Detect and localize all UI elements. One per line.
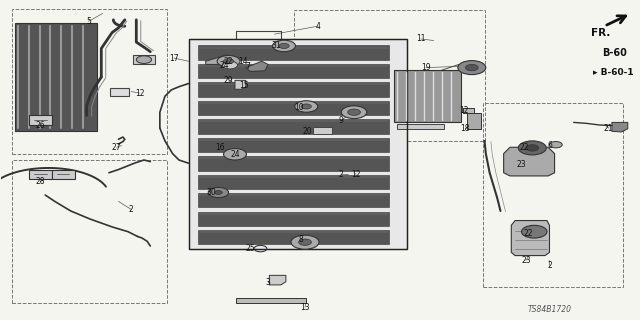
Circle shape — [273, 40, 296, 52]
Bar — [313, 127, 332, 134]
Polygon shape — [235, 80, 246, 89]
Text: 10: 10 — [294, 103, 303, 112]
Circle shape — [518, 141, 547, 155]
Text: 23: 23 — [521, 256, 531, 265]
Text: 24: 24 — [230, 150, 240, 159]
Bar — [12, 160, 168, 303]
Circle shape — [299, 239, 312, 245]
Bar — [133, 55, 156, 64]
Text: 22: 22 — [224, 57, 234, 66]
Circle shape — [465, 64, 478, 71]
Text: TS84B1720: TS84B1720 — [527, 305, 572, 314]
Bar — [198, 45, 389, 60]
Bar — [394, 70, 461, 123]
Circle shape — [348, 109, 360, 116]
Polygon shape — [612, 123, 628, 132]
Bar — [198, 175, 389, 189]
Circle shape — [295, 101, 317, 112]
Text: 29: 29 — [224, 76, 234, 85]
Bar — [29, 116, 52, 125]
Circle shape — [214, 191, 222, 195]
Polygon shape — [511, 220, 550, 256]
Bar — [198, 138, 389, 152]
Text: 5: 5 — [86, 17, 91, 26]
Text: 24: 24 — [220, 60, 230, 69]
Bar — [198, 156, 389, 171]
Text: 23: 23 — [516, 160, 526, 169]
Text: 15: 15 — [239, 81, 249, 90]
Text: 12: 12 — [460, 106, 469, 115]
Text: 22: 22 — [519, 143, 529, 152]
Circle shape — [458, 60, 486, 75]
Circle shape — [208, 188, 228, 197]
Text: 12: 12 — [135, 89, 144, 98]
Text: 2: 2 — [547, 261, 552, 270]
Text: 19: 19 — [421, 63, 431, 72]
Bar — [463, 108, 474, 113]
Text: 2: 2 — [339, 170, 344, 179]
Bar — [467, 114, 481, 129]
Text: 31: 31 — [271, 41, 280, 51]
Bar — [198, 64, 389, 78]
Polygon shape — [189, 39, 407, 249]
Text: 21: 21 — [604, 124, 614, 132]
Bar — [110, 88, 129, 96]
Text: 25: 25 — [246, 244, 255, 253]
Circle shape — [522, 225, 547, 238]
Text: 2: 2 — [129, 205, 134, 214]
Text: 13: 13 — [300, 303, 310, 312]
Text: 30: 30 — [206, 188, 216, 197]
Text: 26: 26 — [35, 121, 45, 130]
Circle shape — [291, 235, 319, 249]
Text: 16: 16 — [216, 143, 225, 152]
Bar — [397, 124, 444, 129]
Bar — [198, 193, 389, 207]
Bar — [198, 101, 389, 115]
Text: 18: 18 — [461, 124, 470, 133]
Text: FR.: FR. — [591, 28, 610, 38]
Bar — [189, 39, 407, 249]
Text: B-60: B-60 — [603, 48, 627, 58]
Bar — [15, 23, 97, 131]
Text: 27: 27 — [112, 143, 122, 152]
Text: 14: 14 — [238, 57, 248, 66]
Bar — [198, 212, 389, 226]
Circle shape — [222, 61, 237, 69]
Text: 7: 7 — [245, 61, 250, 70]
Bar — [294, 10, 484, 141]
Text: 3: 3 — [266, 278, 271, 287]
Polygon shape — [504, 147, 555, 176]
Bar — [236, 298, 307, 303]
Circle shape — [526, 145, 539, 151]
Text: 28: 28 — [35, 177, 45, 186]
Circle shape — [136, 56, 152, 63]
Text: 6: 6 — [547, 141, 552, 150]
Text: 11: 11 — [416, 35, 426, 44]
Text: 12: 12 — [351, 170, 361, 179]
Bar — [198, 230, 389, 244]
Polygon shape — [205, 55, 230, 64]
Text: 20: 20 — [303, 127, 312, 136]
Bar — [483, 103, 623, 287]
Text: 8: 8 — [299, 235, 303, 244]
Polygon shape — [246, 61, 268, 71]
Circle shape — [550, 141, 562, 148]
Polygon shape — [269, 275, 286, 285]
Circle shape — [301, 104, 312, 109]
Text: ▸ B-60-1: ▸ B-60-1 — [593, 68, 634, 77]
Bar — [12, 9, 168, 154]
Circle shape — [217, 55, 240, 67]
Text: 17: 17 — [169, 53, 179, 62]
Bar — [52, 170, 74, 179]
Text: 4: 4 — [316, 22, 320, 31]
Circle shape — [341, 106, 367, 119]
Text: 9: 9 — [339, 116, 344, 125]
Text: 22: 22 — [523, 229, 532, 238]
Circle shape — [223, 59, 234, 64]
Bar — [198, 119, 389, 133]
Circle shape — [223, 148, 246, 160]
Circle shape — [279, 44, 289, 49]
Bar — [198, 82, 389, 97]
Bar — [29, 170, 52, 179]
